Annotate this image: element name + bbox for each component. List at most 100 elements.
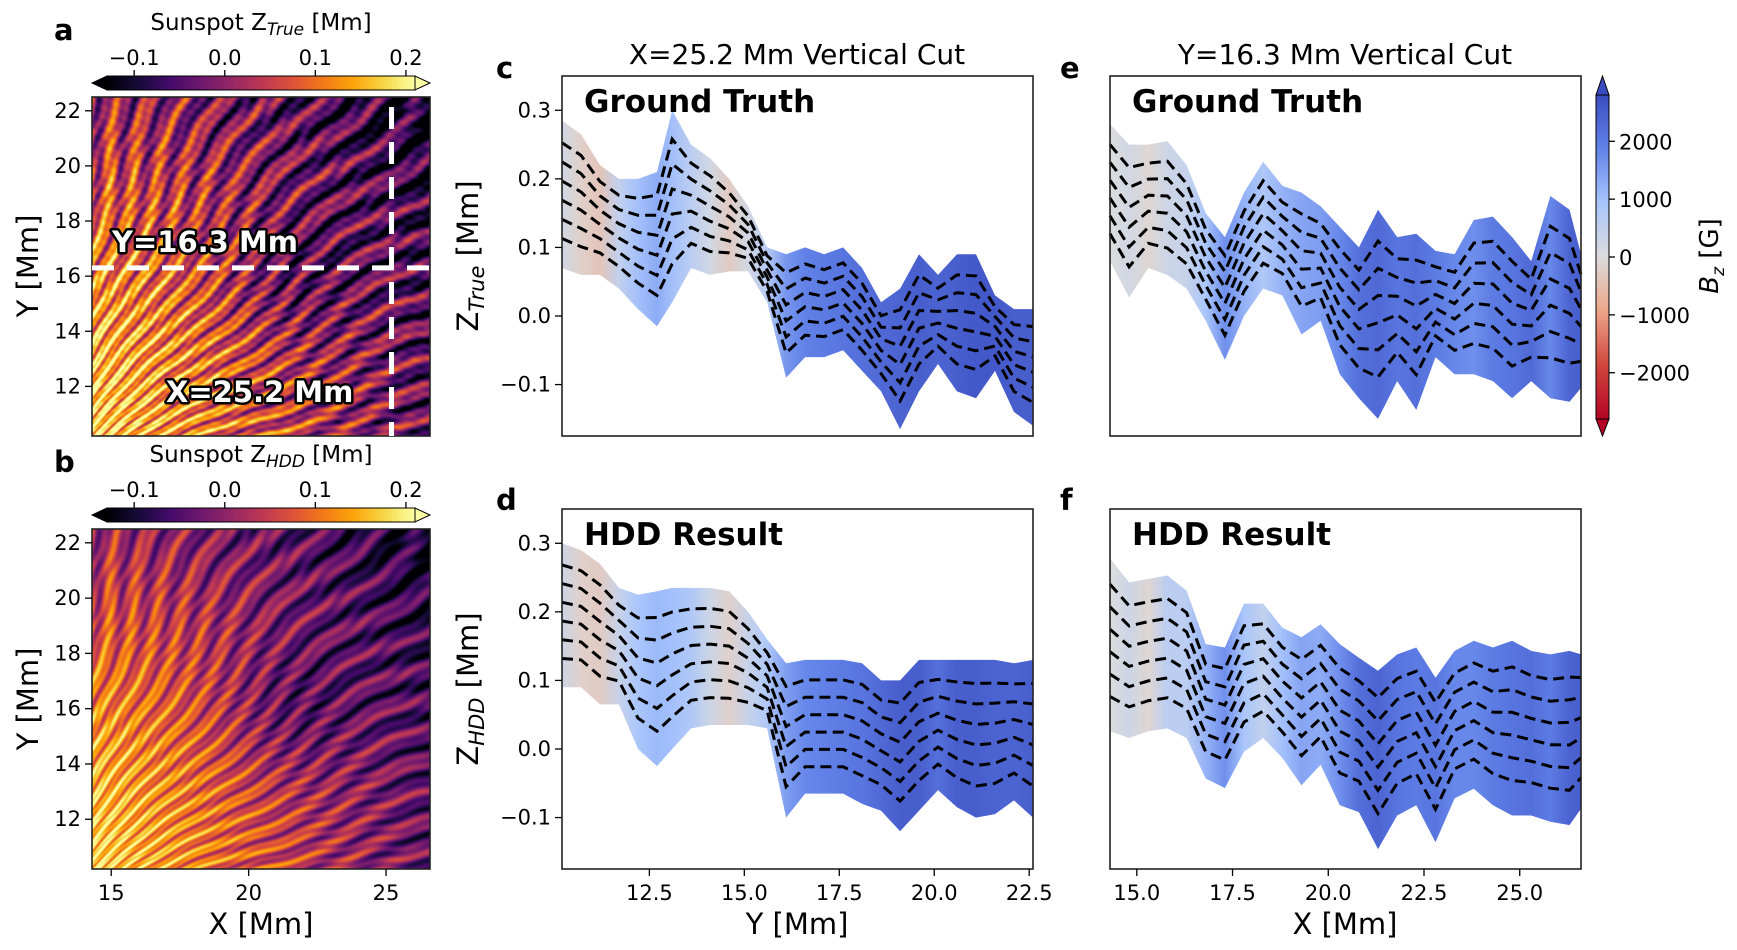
colorbar-body	[107, 508, 415, 522]
panel-d-frame	[561, 508, 1034, 870]
panel-e-dashed-line	[1108, 179, 1583, 313]
ytick-label: 0.3	[518, 531, 551, 555]
panel-e-dashed-line	[1108, 143, 1583, 282]
colorbar-extend-min-arrow	[90, 507, 108, 523]
colorbar-a-title: Sunspot ZTrue [Mm]	[150, 10, 371, 40]
colorbar-frame	[106, 75, 416, 91]
panel-c-dashed-line	[561, 160, 1034, 344]
colorbar-tick-label: −0.1	[109, 478, 160, 502]
panel-c-dashed-line	[561, 198, 1034, 374]
panel-b-xlabel: X [Mm]	[209, 907, 314, 941]
xtick-label: 15.0	[1113, 881, 1160, 905]
panel-d-dashed-line	[561, 563, 1034, 705]
panel-c-dashed-line	[561, 217, 1034, 389]
ytick-label: 0.1	[518, 235, 551, 259]
panel-letter-b: b	[54, 445, 75, 479]
panel-f-bz-band	[1110, 558, 1581, 850]
bz-colorbar-body	[1596, 95, 1609, 419]
ytick-label: 20	[54, 154, 81, 178]
bz-colorbar-tick-label: 2000	[1619, 130, 1672, 154]
ytick-label: 0.0	[518, 737, 551, 761]
bz-colorbar-extend-max-arrow	[1595, 74, 1610, 96]
xtick-label: 15.0	[721, 881, 768, 905]
panel-e-bz-band	[1110, 124, 1581, 419]
colorbar-extend-max-arrow	[414, 507, 432, 523]
colorbar-tick-label: 0.0	[208, 46, 241, 70]
ytick-label: 18	[54, 641, 81, 665]
panel-d-bz-band	[562, 543, 1033, 832]
panel-c-inset-label: Ground Truth	[584, 84, 815, 120]
panel-c-dashed-line	[561, 179, 1034, 359]
colorbar-extend-max-arrow	[414, 75, 432, 91]
ytick-label: 0.2	[518, 167, 551, 191]
bz-colorbar-label: Bz [G]	[1695, 218, 1729, 293]
panel-e-title: Y=16.3 Mm Vertical Cut	[1177, 38, 1512, 71]
bz-colorbar-tick-label: 1000	[1619, 188, 1672, 212]
panel-f-dashed-line	[1109, 650, 1582, 770]
xtick-label: 20	[235, 881, 262, 905]
xtick-label: 17.5	[816, 881, 863, 905]
bz-colorbar-extend-min-arrow	[1595, 418, 1610, 438]
panel-e-dashed-line	[1108, 232, 1582, 379]
ytick-label: 12	[54, 374, 81, 398]
colorbar-extend-min-arrow	[90, 75, 108, 91]
xtick-label: 20.0	[1305, 881, 1352, 905]
bz-colorbar-tick-label: −2000	[1619, 362, 1690, 386]
panel-b-ylabel: Y [Mm]	[11, 648, 45, 752]
panel-d-dashed-line	[561, 582, 1034, 725]
panel-letter-a: a	[54, 13, 74, 47]
ytick-label: 16	[54, 697, 81, 721]
panel-f-xlabel: X [Mm]	[1293, 907, 1398, 941]
panel-e-inset-label: Ground Truth	[1132, 84, 1363, 120]
colorbar-tick-label: −0.1	[109, 46, 160, 70]
panel-letter-e: e	[1060, 51, 1080, 85]
panel-d-xlabel: Y [Mm]	[745, 907, 849, 941]
ytick-label: 14	[54, 752, 81, 776]
panel-letter-c: c	[496, 51, 513, 85]
panel-e-frame	[1109, 75, 1582, 437]
xtick-label: 20.0	[911, 881, 958, 905]
panel-e-dashed-line	[1108, 197, 1583, 331]
colorbar-tick-label: 0.0	[208, 478, 241, 502]
panel-a-ylabel: Y [Mm]	[11, 215, 45, 319]
ytick-label: 22	[54, 531, 81, 555]
colorbar-tick-label: 0.2	[389, 478, 422, 502]
colorbar-frame	[106, 507, 416, 523]
ytick-label: 12	[54, 807, 81, 831]
ytick-label: 16	[54, 264, 81, 288]
panel-c-bz-band	[562, 110, 1033, 430]
panel-d-dashed-line	[561, 657, 1034, 804]
ytick-label: 14	[54, 319, 81, 343]
cut-label-x: X=25.2 Mm	[166, 375, 353, 409]
ytick-label: 0.0	[518, 304, 551, 328]
panel-c-frame	[561, 75, 1034, 437]
xtick-label: 12.5	[626, 881, 673, 905]
ytick-label: 20	[54, 586, 81, 610]
colorbar-tick-label: 0.1	[299, 478, 332, 502]
ytick-label: 22	[54, 99, 81, 123]
colorbar-tick-label: 0.2	[389, 46, 422, 70]
panel-f-dashed-line	[1109, 628, 1582, 749]
xtick-label: 25	[373, 881, 400, 905]
cut-label-y: Y=16.3 Mm	[111, 225, 298, 259]
ytick-label: 0.3	[518, 98, 551, 122]
panel-f-dashed-line	[1109, 695, 1583, 817]
panel-f-dashed-line	[1109, 672, 1582, 793]
panel-c-title: X=25.2 Mm Vertical Cut	[629, 38, 965, 71]
ytick-label: −0.1	[500, 373, 551, 397]
panel-f-dashed-line	[1108, 605, 1582, 727]
colorbar-b-title: Sunspot ZHDD [Mm]	[150, 442, 373, 472]
panel-e-dashed-line	[1108, 215, 1582, 355]
panel-letter-d: d	[496, 483, 517, 517]
panel-e-dashed-line	[1108, 161, 1583, 297]
hm-b-frame	[91, 528, 431, 870]
ytick-label: 0.1	[518, 668, 551, 692]
xtick-label: 15	[98, 881, 125, 905]
panel-d-dashed-line	[561, 600, 1034, 745]
panel-d-inset-label: HDD Result	[584, 517, 783, 553]
heatmap-b-image	[92, 529, 430, 869]
chart-marks: 12 14 16 18 20 22 −0.1 0.0 0.1 0.2 Y=16.3 Mm X=25.2…	[54, 46, 1690, 905]
ytick-label: −0.1	[500, 806, 551, 830]
